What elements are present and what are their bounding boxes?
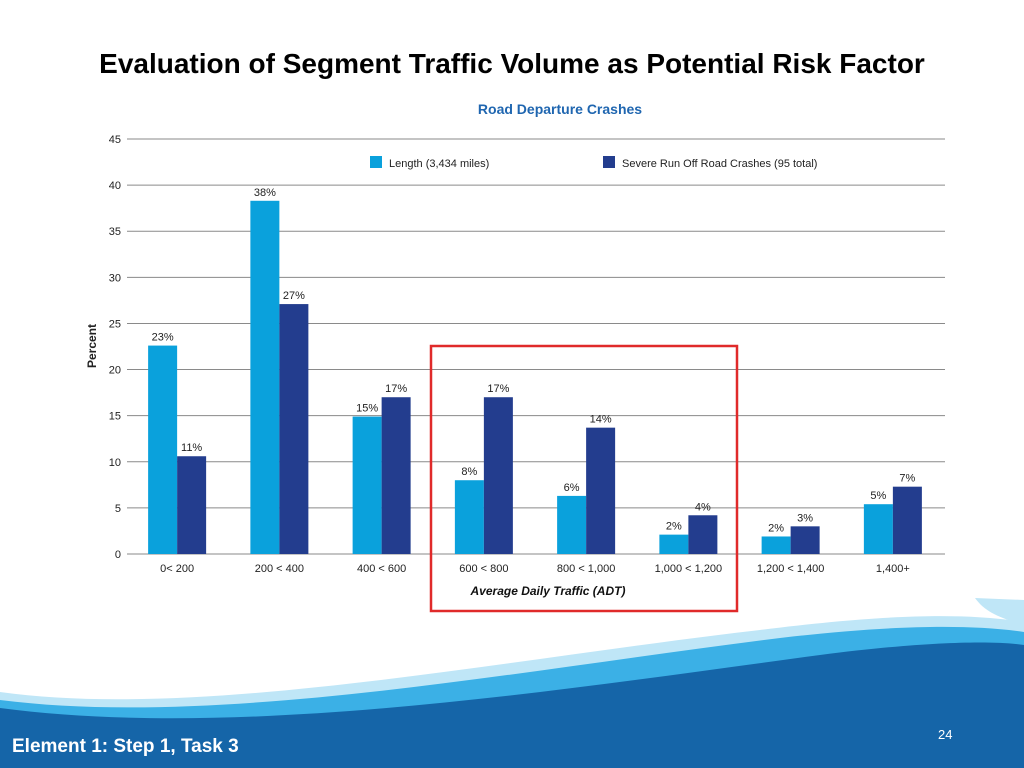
x-axis-ticks: 0< 200 200 < 400 400 < 600 600 < 800 800 < 1… [160,563,910,575]
x-tick-label: 1,000 < 1,200 [655,563,723,575]
data-label-crashes: 27% [283,290,305,302]
data-label-length: 5% [870,490,886,502]
y-axis-ticks: 0 5 10 15 20 25 30 35 40 45 [109,134,121,561]
data-label-length: 23% [152,332,174,344]
legend: Length (3,434 miles) Severe Run Off Road… [370,156,817,170]
x-tick-label: 800 < 1,000 [557,563,615,575]
x-tick-label: 0< 200 [160,563,194,575]
bar-crashes [586,427,616,554]
legend-swatch-length [370,156,382,168]
data-label-crashes: 7% [899,473,915,485]
bar-length [454,480,484,554]
bar-length [148,345,178,554]
bar-crashes [790,526,820,554]
y-tick-label: 30 [109,272,121,284]
footer-text: Element 1: Step 1, Task 3 [12,736,239,757]
bar-crashes [688,515,718,554]
slide-title: Evaluation of Segment Traffic Volume as … [99,48,925,79]
data-label-length: 38% [254,187,276,199]
y-tick-label: 20 [109,365,121,377]
x-tick-label: 600 < 800 [459,563,508,575]
data-label-crashes: 14% [590,414,612,426]
bar-length [863,504,893,554]
legend-swatch-crashes [603,156,615,168]
bar-length [250,200,280,555]
legend-label-crashes: Severe Run Off Road Crashes (95 total) [622,158,817,170]
y-tick-label: 40 [109,180,121,192]
chart-title: Road Departure Crashes [478,101,642,117]
footer-dark-band [0,642,1024,768]
data-label-crashes: 11% [181,442,202,454]
bar-length [761,536,791,554]
x-tick-label: 1,400+ [876,563,910,575]
y-axis-label: Percent [85,324,99,368]
y-tick-label: 35 [109,226,121,238]
data-label-crashes: 17% [487,383,509,395]
data-label-length: 6% [564,482,580,494]
bar-length [557,495,587,554]
bar-length [352,416,382,554]
legend-label-length: Length (3,434 miles) [389,158,489,170]
bar-labels: 23% 11% 38% 27% 15% 17% 8% 17% 6% 14% 2% 4% 2% 3% 5% 7% [152,187,916,535]
x-tick-label: 1,200 < 1,400 [757,563,825,575]
bar-crashes [381,397,411,554]
y-tick-label: 15 [109,411,121,423]
data-label-crashes: 3% [797,512,813,524]
bar-crashes [483,397,513,554]
bars [148,200,922,555]
bar-length [659,534,689,554]
x-tick-label: 200 < 400 [255,563,304,575]
bar-crashes [177,456,207,554]
y-tick-label: 0 [115,549,121,561]
data-label-length: 15% [356,403,378,415]
page-number: 24 [938,727,953,742]
y-tick-label: 5 [115,503,121,515]
y-tick-label: 25 [109,318,121,330]
data-label-crashes: 17% [385,383,407,395]
highlight-box [429,344,739,613]
data-label-length: 2% [666,521,682,533]
x-axis-label: Average Daily Traffic (ADT) [470,584,626,598]
data-label-crashes: 4% [695,501,711,513]
y-tick-label: 45 [109,134,121,146]
y-tick-label: 10 [109,457,121,469]
bar-crashes [892,486,922,554]
x-tick-label: 400 < 600 [357,563,406,575]
bar-crashes [279,304,309,554]
corner-accent [975,598,1024,625]
data-label-length: 2% [768,522,784,534]
data-label-length: 8% [461,466,477,478]
